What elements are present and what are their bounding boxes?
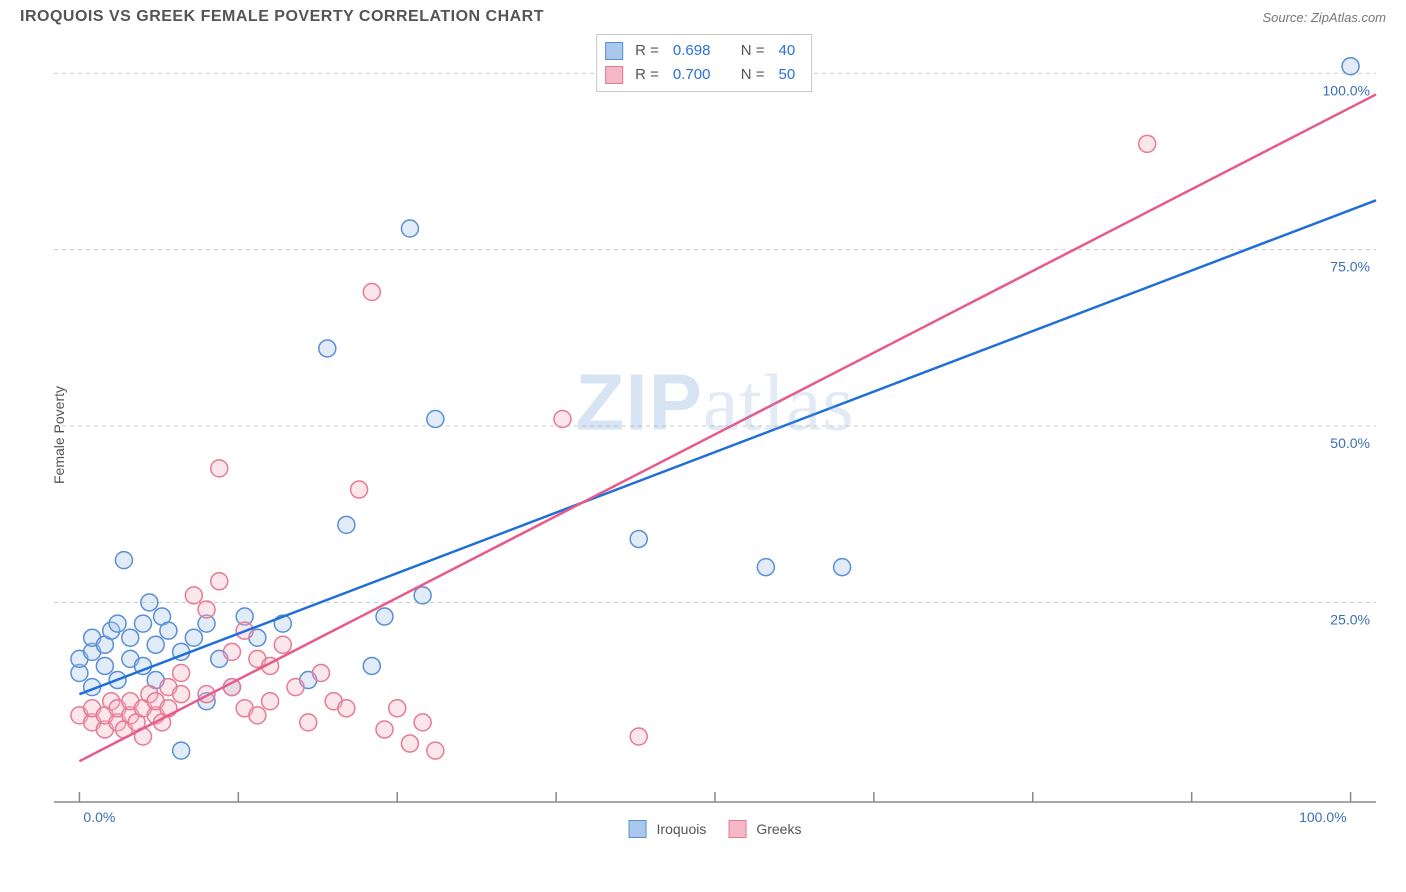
svg-text:100.0%: 100.0% <box>1323 82 1370 98</box>
legend-swatch <box>728 820 746 838</box>
svg-text:50.0%: 50.0% <box>1330 435 1370 451</box>
legend-item: Iroquois <box>629 820 707 838</box>
scatter-plot: 25.0% 50.0% 75.0% 100.0% 0.0% 100.0% <box>44 30 1386 840</box>
svg-text:0.0%: 0.0% <box>83 809 115 825</box>
legend-swatch <box>605 66 623 84</box>
legend-swatch <box>629 820 647 838</box>
svg-text:100.0%: 100.0% <box>1299 809 1346 825</box>
svg-text:75.0%: 75.0% <box>1330 259 1370 275</box>
y-axis-label: Female Poverty <box>51 386 67 484</box>
chart-title: IROQUOIS VS GREEK FEMALE POVERTY CORRELA… <box>20 8 544 26</box>
legend-item: Greeks <box>728 820 801 838</box>
legend-row: R =0.698 N =40 <box>605 39 801 63</box>
series-legend: Iroquois Greeks <box>629 820 802 838</box>
legend-swatch <box>605 42 623 60</box>
legend-row: R =0.700 N =50 <box>605 63 801 87</box>
source-attribution: Source: ZipAtlas.com <box>1262 10 1386 25</box>
svg-text:25.0%: 25.0% <box>1330 611 1370 627</box>
chart-area: Female Poverty ZIPatlas 25.0%50.0%75.0%1… <box>44 30 1386 840</box>
correlation-legend: R =0.698 N =40R =0.700 N =50 <box>596 34 812 92</box>
